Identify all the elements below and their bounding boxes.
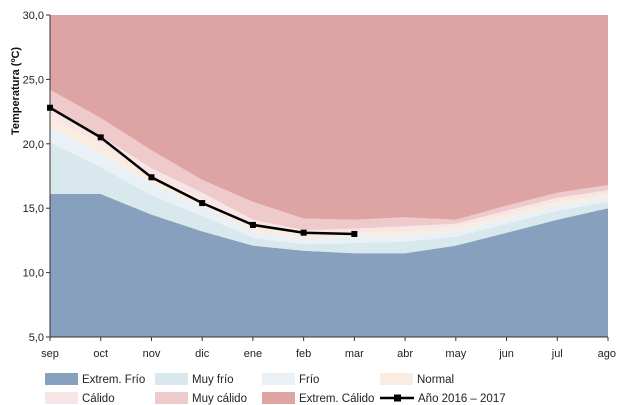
legend: Extrem. Frío Muy frío Frío Normal Cálido Muy … <box>45 373 506 405</box>
x-tick-label: oct <box>93 348 108 360</box>
x-ticks: sep oct nov dic ene feb mar abr may jun jul ago <box>41 337 616 360</box>
series-point <box>300 229 307 236</box>
x-tick-label: jul <box>551 348 563 360</box>
x-tick-label: mar <box>345 348 364 360</box>
legend-swatch <box>45 373 78 385</box>
legend-item-extrem-calido: Extrem. Cálido <box>262 392 374 405</box>
x-tick-label: nov <box>143 348 161 360</box>
legend-label: Cálido <box>82 393 115 405</box>
y-tick-label: 25,0 <box>23 74 44 86</box>
x-tick-label: ene <box>244 348 262 360</box>
series-point <box>199 200 206 207</box>
legend-item-normal: Normal <box>380 373 454 386</box>
y-tick-label: 30,0 <box>23 10 44 22</box>
legend-label: Muy cálido <box>192 393 247 405</box>
y-tick-label: 10,0 <box>23 268 44 280</box>
x-tick-label: abr <box>397 348 413 360</box>
y-axis-label: Temperatura (ºC) <box>10 47 22 135</box>
x-tick-label: dic <box>195 348 210 360</box>
x-tick-label: may <box>445 348 466 360</box>
y-ticks: 5,0 10,0 15,0 20,0 25,0 30,0 <box>23 10 50 344</box>
legend-label: Normal <box>417 374 454 386</box>
legend-label: Extrem. Cálido <box>299 393 374 405</box>
legend-item-frio: Frío <box>262 373 319 386</box>
x-tick-label: jun <box>498 348 514 360</box>
y-tick-label: 20,0 <box>23 139 44 151</box>
legend-swatch <box>155 392 188 404</box>
series-point <box>97 134 104 141</box>
y-tick-label: 15,0 <box>23 203 44 215</box>
x-tick-label: sep <box>41 348 59 360</box>
legend-swatch <box>155 373 188 385</box>
series-lines <box>47 104 358 237</box>
x-tick-label: ago <box>598 348 616 360</box>
band-muy-frio <box>50 142 608 254</box>
legend-swatch <box>262 392 295 404</box>
legend-item-extrem-frio: Extrem. Frío <box>45 373 145 386</box>
legend-item-muy-frio: Muy frío <box>155 373 234 386</box>
axes <box>49 15 608 338</box>
x-tick-label: feb <box>296 348 311 360</box>
legend-label: Extrem. Frío <box>82 374 145 386</box>
legend-item-ano-2016-2017: Año 2016 – 2017 <box>380 393 506 405</box>
band-areas <box>50 15 608 337</box>
y-tick-label: 5,0 <box>29 332 44 344</box>
band-extrem-frio <box>50 194 608 337</box>
legend-label: Año 2016 – 2017 <box>418 393 506 405</box>
legend-swatch <box>380 373 413 385</box>
legend-item-calido: Cálido <box>45 392 115 405</box>
legend-marker <box>394 394 401 402</box>
legend-item-muy-calido: Muy cálido <box>155 392 247 405</box>
legend-swatch <box>45 392 78 404</box>
series-point <box>351 230 358 237</box>
series-point <box>148 174 155 181</box>
series-point <box>47 104 53 111</box>
series-point <box>249 221 256 228</box>
legend-swatch <box>262 373 295 385</box>
band-extrem-calido <box>50 15 608 220</box>
legend-label: Frío <box>299 374 319 386</box>
legend-label: Muy frío <box>192 374 234 386</box>
band-muy-calido <box>50 89 608 231</box>
